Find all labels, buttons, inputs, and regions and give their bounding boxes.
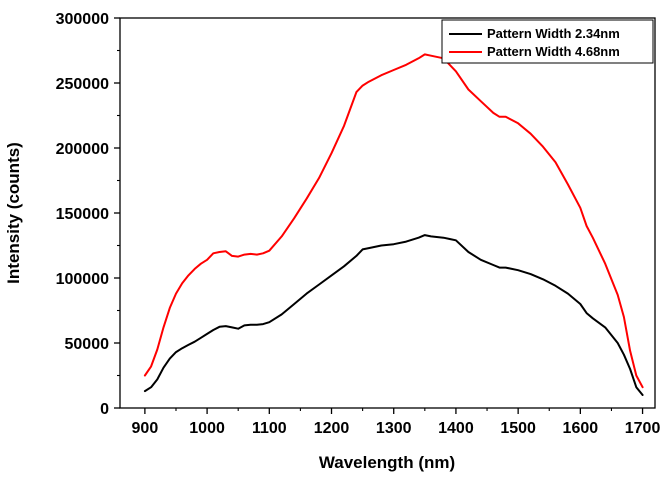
series-line-2	[143, 53, 644, 389]
x-tick-label: 1100	[252, 420, 287, 437]
legend: Pattern Width 2.34nm Pattern Width 4.68n…	[441, 19, 654, 64]
x-tick-label: 1300	[376, 420, 412, 437]
x-axis-ticks: 900 1000 1100 1200 1300 1400 1500 1600 1700	[132, 408, 661, 437]
y-axis-ticks: 0 50000 100000 150000 200000 250000 300000	[56, 11, 120, 418]
y-tick-label: 150000	[56, 206, 109, 223]
y-tick-label: 50000	[65, 336, 110, 353]
x-axis-title: Wavelength (nm)	[319, 453, 455, 472]
y-tick-label: 0	[100, 401, 109, 418]
x-tick-label: 1400	[438, 420, 474, 437]
legend-label-series-1: Pattern Width 2.34nm	[487, 26, 620, 41]
x-tick-label: 1500	[500, 420, 536, 437]
x-tick-label: 1700	[625, 420, 661, 437]
plot-frame	[119, 17, 656, 409]
legend-box	[441, 19, 654, 64]
x-tick-label: 900	[132, 420, 159, 437]
y-tick-label: 200000	[56, 141, 109, 158]
y-tick-label: 300000	[56, 11, 109, 28]
legend-label-series-2: Pattern Width 4.68nm	[487, 44, 620, 59]
series-line-1	[143, 234, 644, 396]
y-axis-title: Intensity (counts)	[4, 142, 23, 284]
x-tick-label: 1200	[314, 420, 350, 437]
x-tick-label: 1600	[563, 420, 599, 437]
plot-area: 900 1000 1100 1200 1300 1400 1500 1600 1700 0 500…	[56, 11, 661, 437]
y-tick-label: 100000	[56, 271, 109, 288]
series-layer	[143, 53, 644, 396]
y-tick-label: 250000	[56, 76, 109, 93]
x-tick-label: 1000	[189, 420, 225, 437]
